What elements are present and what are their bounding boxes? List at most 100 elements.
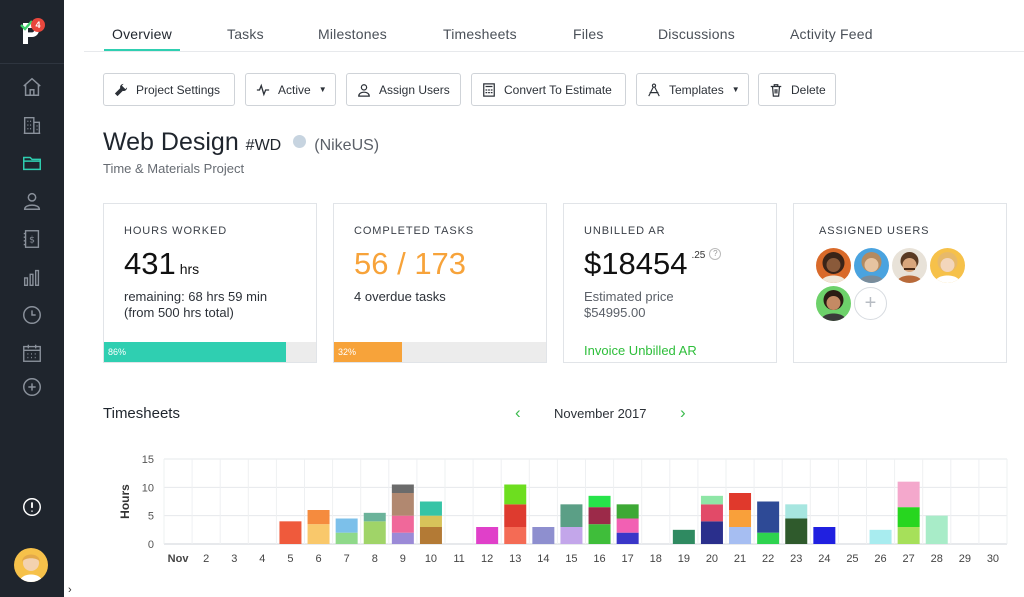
nav-people[interactable] — [0, 182, 64, 220]
convert-label: Convert To Estimate — [504, 82, 612, 97]
activity-icon — [256, 83, 270, 96]
nav-alerts[interactable] — [0, 488, 64, 526]
x-tick-label: 27 — [903, 553, 915, 565]
bar-segment — [700, 521, 723, 544]
tasks-progress-bar: 32% — [334, 342, 546, 362]
help-icon[interactable]: ? — [709, 248, 722, 260]
x-tick-label: 9 — [400, 553, 406, 565]
invoice-unbilled-link[interactable]: Invoice Unbilled AR — [584, 343, 697, 358]
avatar-image — [816, 286, 851, 321]
status-dropdown[interactable]: Active ▼ — [245, 73, 336, 106]
y-axis-label: Hours — [118, 484, 132, 519]
bar-segment — [700, 504, 723, 522]
invoice-icon: $ — [23, 230, 40, 248]
project-code: #WD — [245, 137, 282, 154]
templates-label: Templates — [669, 82, 724, 97]
x-tick-label: 11 — [453, 553, 464, 565]
overdue-tasks: 4 overdue tasks — [354, 289, 446, 304]
x-tick-label: 5 — [287, 553, 293, 565]
templates-dropdown[interactable]: Templates ▼ — [636, 73, 749, 106]
wrench-icon — [114, 83, 128, 96]
nav-calendar[interactable] — [0, 334, 64, 372]
active-tab-indicator — [104, 49, 180, 51]
client-link[interactable]: (NikeUS) — [314, 137, 380, 154]
bar-segment — [391, 484, 414, 493]
bar-segment — [729, 510, 752, 527]
tab-bar: Overview Tasks Milestones Timesheets Fil… — [84, 0, 1024, 52]
x-tick-label: 17 — [622, 553, 634, 565]
tab-files[interactable]: Files — [573, 26, 604, 42]
chevron-right-icon[interactable]: › — [680, 403, 686, 422]
project-settings-label: Project Settings — [136, 82, 221, 97]
x-tick-label: 19 — [678, 553, 690, 565]
estimated-value: $54995.00 — [584, 305, 646, 320]
nav-projects[interactable] — [0, 144, 64, 182]
tab-tasks[interactable]: Tasks — [227, 26, 264, 42]
nav-invoices[interactable]: $ — [0, 220, 64, 258]
avatar[interactable] — [930, 248, 965, 283]
chevron-right-icon[interactable]: › — [68, 584, 72, 596]
ar-cents: .25 — [691, 250, 706, 261]
assign-users-button[interactable]: Assign Users — [346, 73, 461, 106]
caret-down-icon: ▼ — [318, 85, 327, 94]
bar-segment — [897, 527, 920, 544]
trash-icon — [770, 83, 782, 97]
tab-timesheets[interactable]: Timesheets — [443, 26, 517, 42]
tab-activity-feed[interactable]: Activity Feed — [790, 26, 873, 42]
bar-segment — [757, 501, 780, 533]
timesheets-title: Timesheets — [103, 405, 180, 422]
notification-badge[interactable]: 4 — [31, 18, 45, 32]
x-tick-label: 20 — [706, 553, 718, 565]
nav-add[interactable] — [0, 368, 64, 406]
tab-overview[interactable]: Overview — [112, 26, 172, 42]
bar-segment — [504, 527, 527, 544]
bar-segment — [419, 515, 442, 527]
project-settings-button[interactable]: Project Settings — [103, 73, 235, 106]
x-tick-label: 12 — [481, 553, 493, 565]
bar-segment — [729, 527, 752, 544]
avatar[interactable] — [854, 248, 889, 283]
y-tick-label: 10 — [142, 482, 154, 494]
hours-unit: hrs — [179, 261, 200, 277]
app-logo[interactable]: 4 — [0, 0, 64, 64]
bar-segment — [335, 518, 358, 533]
bar-segment — [616, 532, 639, 544]
compass-icon — [648, 82, 660, 96]
nav-home[interactable] — [0, 68, 64, 106]
tab-discussions[interactable]: Discussions — [658, 26, 735, 42]
sidebar: 4 $ — [0, 0, 64, 597]
unbilled-ar-card: UNBILLED AR $18454.25? Estimated price $… — [563, 203, 777, 363]
bar-segment — [391, 515, 414, 533]
avatar[interactable] — [892, 248, 927, 283]
bar-segment — [504, 504, 527, 527]
nav-reports[interactable] — [0, 258, 64, 296]
tasks-value: 56 / 173 — [354, 246, 467, 281]
chevron-left-icon[interactable]: ‹ — [515, 403, 521, 422]
delete-button[interactable]: Delete — [758, 73, 836, 106]
avatar[interactable] — [816, 248, 851, 283]
bar-segment — [672, 529, 695, 544]
nav-time[interactable] — [0, 296, 64, 334]
user-icon — [23, 192, 41, 210]
bar-segment — [279, 521, 302, 544]
calendar-icon — [23, 344, 41, 362]
x-tick-label: 29 — [959, 553, 971, 565]
building-icon — [23, 116, 41, 134]
tab-milestones[interactable]: Milestones — [318, 26, 387, 42]
bar-chart-icon — [23, 269, 40, 286]
nav-clients[interactable] — [0, 106, 64, 144]
x-tick-label: 3 — [231, 553, 237, 565]
x-tick-label: 23 — [790, 553, 802, 565]
bar-segment — [307, 510, 330, 525]
bar-segment — [335, 532, 358, 544]
bar-segment — [504, 484, 527, 505]
bar-segment — [560, 504, 583, 527]
avatar-image — [930, 248, 965, 283]
add-user-button[interactable]: + — [854, 287, 887, 320]
convert-to-estimate-button[interactable]: Convert To Estimate — [471, 73, 626, 106]
current-user-avatar[interactable] — [14, 548, 48, 582]
project-type: Time & Materials Project — [103, 161, 245, 176]
status-dot — [293, 134, 307, 148]
avatar[interactable] — [816, 286, 851, 321]
